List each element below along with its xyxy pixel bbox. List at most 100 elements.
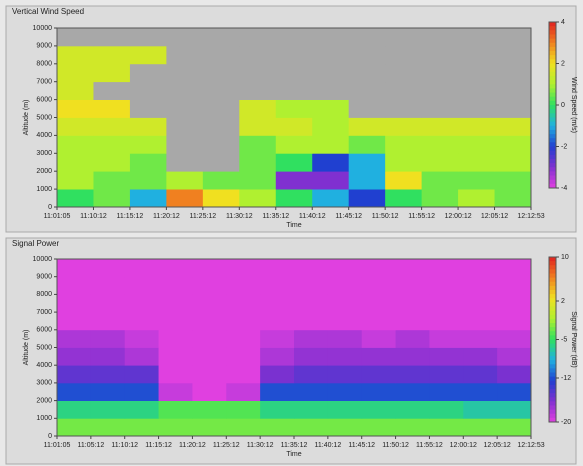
heatmap-cell — [312, 81, 350, 100]
heatmap-cell — [57, 45, 94, 65]
heatmap-cell — [348, 135, 386, 154]
colorbar-segment — [549, 158, 556, 164]
heatmap-cell — [348, 153, 386, 172]
heatmap-cell — [192, 276, 227, 295]
heatmap-cell — [395, 329, 430, 348]
heatmap-cell — [129, 171, 167, 190]
colorbar-segment — [549, 42, 556, 48]
heatmap-cell — [57, 153, 94, 172]
heatmap-cell — [494, 63, 532, 83]
y-tick-label: 3000 — [36, 380, 52, 387]
heatmap-cell — [312, 99, 350, 118]
heatmap-cell — [226, 294, 261, 313]
heatmap-cell — [348, 189, 386, 208]
heatmap-cell — [192, 329, 227, 348]
heatmap-cell — [57, 276, 92, 295]
x-tick-label: 11:50:12 — [382, 442, 409, 449]
colorbar-segment — [549, 92, 556, 98]
heatmap-cell — [348, 45, 386, 65]
heatmap-cell — [294, 329, 329, 348]
heatmap-cell — [260, 259, 295, 278]
y-tick-label: 7000 — [36, 79, 52, 86]
heatmap-cell — [463, 347, 498, 366]
heatmap-cell — [202, 99, 240, 118]
colorbar-segment — [549, 323, 556, 328]
heatmap-cell — [385, 189, 423, 208]
heatmap-cell — [395, 382, 430, 401]
heatmap-cell — [158, 400, 193, 419]
heatmap-cell — [385, 99, 423, 118]
heatmap-cell — [385, 45, 423, 65]
colorbar-tick-label: 4 — [561, 19, 565, 26]
heatmap-cell — [458, 99, 495, 118]
colorbar-segment — [549, 364, 556, 369]
heatmap-cell — [494, 153, 532, 172]
heatmap-cell — [312, 171, 350, 190]
heatmap-cell — [463, 259, 498, 278]
colorbar-segment — [549, 413, 556, 419]
heatmap-cell — [361, 276, 396, 295]
heatmap-cell — [494, 81, 532, 100]
heatmap-cell — [57, 294, 92, 313]
heatmap-cell — [260, 382, 295, 401]
heatmap-cell — [93, 153, 131, 172]
heatmap-cell — [395, 347, 430, 366]
heatmap-cell — [57, 400, 92, 419]
heatmap-cell — [429, 365, 464, 384]
heatmap-cell — [158, 294, 193, 313]
colorbar-segment — [549, 171, 556, 176]
heatmap-cell — [463, 294, 498, 313]
colorbar-segment — [549, 269, 556, 274]
heatmap-cell — [463, 276, 498, 295]
colorbar-segment — [549, 71, 556, 77]
heatmap-cell — [497, 259, 532, 278]
heatmap-cell — [421, 117, 459, 136]
heatmap-cell — [166, 99, 204, 118]
heatmap-cell — [497, 382, 532, 401]
heatmap-cell — [166, 117, 204, 136]
heatmap-cell — [327, 259, 363, 278]
heatmap-cell — [57, 171, 94, 190]
y-axis-label: Altitude (m) — [23, 100, 30, 136]
heatmap-cell — [226, 365, 261, 384]
heatmap-cell — [275, 189, 313, 208]
colorbar-segment — [549, 167, 556, 172]
colorbar-tick-label: -12 — [561, 375, 571, 382]
heatmap-cell — [458, 135, 495, 154]
heatmap-cell — [202, 117, 240, 136]
x-tick-label: 11:15:12 — [117, 213, 144, 220]
y-tick-label: 10000 — [33, 25, 53, 32]
colorbar-segment — [549, 384, 556, 390]
heatmap-cell — [90, 276, 126, 295]
heatmap-cell — [124, 294, 159, 313]
heatmap-cell — [202, 45, 240, 65]
heatmap-cell — [57, 259, 92, 278]
heatmap-cell — [429, 329, 464, 348]
heatmap-cell — [260, 418, 295, 437]
heatmap-cell — [90, 312, 126, 331]
heatmap-cell — [192, 382, 227, 401]
y-tick-label: 7000 — [36, 309, 52, 316]
heatmap-cell — [275, 28, 313, 47]
colorbar-segment — [549, 75, 556, 81]
colorbar-segment — [549, 63, 556, 69]
heatmap-cell — [239, 45, 277, 65]
heatmap-cell — [202, 189, 240, 208]
heatmap-cell — [429, 276, 464, 295]
colorbar-segment — [549, 257, 556, 262]
heatmap-cell — [166, 153, 204, 172]
colorbar-tick-label: 2 — [561, 60, 565, 67]
heatmap-cell — [129, 45, 167, 65]
colorbar-segment — [549, 175, 556, 181]
y-tick-label: 1000 — [36, 415, 52, 422]
heatmap-cell — [294, 418, 329, 437]
heatmap-cell — [166, 171, 204, 190]
heatmap-cell — [385, 153, 423, 172]
y-tick-label: 6000 — [36, 327, 52, 334]
y-axis-label: Altitude (m) — [23, 330, 30, 366]
heatmap-cell — [497, 294, 532, 313]
heatmap-cell — [57, 329, 92, 348]
heatmap-cell — [124, 382, 159, 401]
heatmap-cell — [226, 312, 261, 331]
heatmap-cell — [275, 153, 313, 172]
